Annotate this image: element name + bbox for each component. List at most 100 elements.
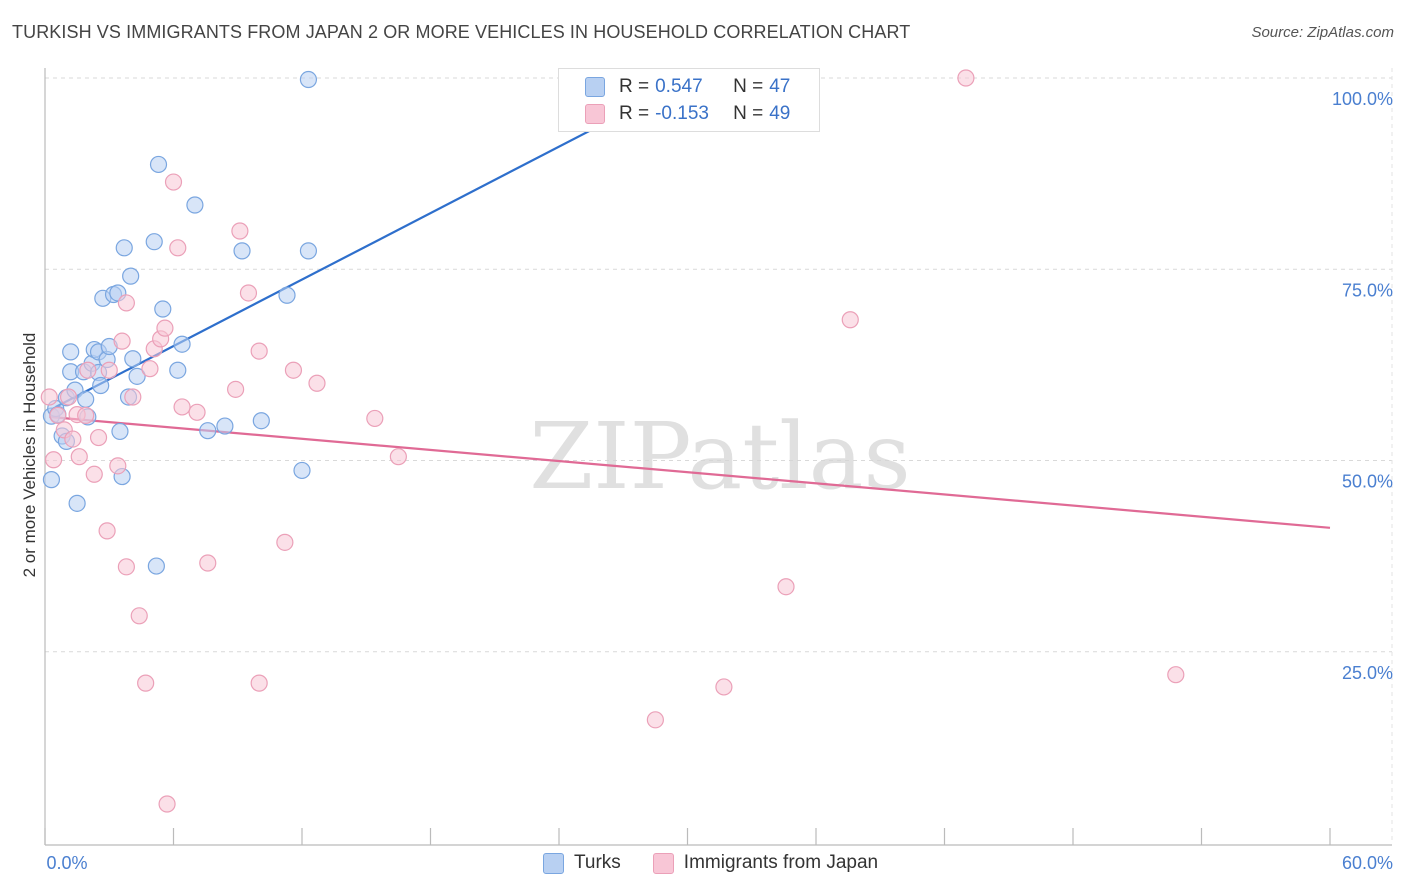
- data-point-japan: [79, 361, 97, 379]
- data-point-turks: [233, 242, 251, 260]
- data-point-japan: [40, 388, 58, 406]
- data-points: [40, 69, 1185, 813]
- data-point-turks: [293, 461, 311, 480]
- data-point-turks: [115, 239, 133, 257]
- data-point-japan: [250, 674, 268, 692]
- data-point-japan: [130, 607, 148, 625]
- y-tick-label: 25.0%: [1342, 663, 1393, 683]
- data-point-japan: [89, 428, 108, 447]
- data-point-turks: [278, 286, 296, 304]
- stats-legend: R = 0.547 N = 47 R = -0.153 N = 49: [558, 68, 820, 132]
- data-point-japan: [109, 457, 127, 475]
- data-point-japan: [64, 430, 82, 448]
- legend-n-value-turks: 47: [769, 76, 791, 97]
- legend-item-turks[interactable]: Turks: [543, 852, 621, 874]
- data-point-japan: [158, 795, 176, 813]
- data-point-turks: [154, 300, 172, 318]
- data-point-japan: [239, 284, 258, 302]
- legend-n-value-japan: 49: [769, 103, 791, 124]
- data-point-turks: [62, 343, 80, 361]
- data-point-japan: [231, 222, 249, 240]
- data-point-japan: [137, 674, 155, 692]
- data-point-turks: [252, 412, 270, 430]
- legend-r-value-turks: 0.547: [655, 76, 703, 97]
- data-point-turks: [128, 367, 146, 385]
- legend-row-turks: R = 0.547 N = 47: [585, 75, 790, 99]
- y-tick-label: 50.0%: [1342, 472, 1393, 492]
- data-point-japan: [113, 332, 131, 350]
- legend-swatch-japan: [652, 852, 674, 874]
- data-point-japan: [100, 361, 118, 379]
- data-point-turks: [169, 361, 187, 379]
- data-point-turks: [145, 233, 163, 251]
- data-point-turks: [42, 471, 61, 489]
- data-point-turks: [216, 417, 234, 435]
- data-point-turks: [147, 557, 165, 575]
- trend-line-japan: [49, 415, 1331, 529]
- legend-n-label: N =: [733, 103, 764, 124]
- data-point-japan: [164, 173, 183, 191]
- data-point-japan: [366, 409, 384, 428]
- legend-n-label: N =: [733, 76, 764, 97]
- data-point-japan: [124, 388, 142, 406]
- data-point-japan: [77, 406, 95, 424]
- data-point-japan: [169, 239, 187, 257]
- data-point-turks: [299, 242, 318, 260]
- data-point-japan: [389, 448, 407, 466]
- tick-labels: 25.0% 50.0% 75.0% 100.0% 0.0% 60.0%: [46, 89, 1393, 873]
- data-point-turks: [124, 350, 142, 368]
- y-tick-label: 75.0%: [1342, 280, 1393, 300]
- legend-swatch-japan: [585, 104, 605, 124]
- data-point-turks: [199, 422, 217, 440]
- data-point-japan: [141, 360, 159, 378]
- grid-lines: [45, 68, 1393, 843]
- data-point-japan: [715, 678, 733, 696]
- data-point-japan: [49, 406, 67, 424]
- legend-item-japan[interactable]: Immigrants from Japan: [652, 852, 879, 874]
- data-point-japan: [85, 465, 103, 483]
- data-point-japan: [777, 578, 795, 596]
- chart-title: TURKISH VS IMMIGRANTS FROM JAPAN 2 OR MO…: [12, 22, 911, 42]
- y-axis-label: 2 or more Vehicles in Household: [20, 332, 39, 578]
- data-point-japan: [957, 69, 975, 87]
- x-tick-label: 0.0%: [46, 853, 87, 873]
- data-point-turks: [68, 494, 86, 512]
- legend-row-japan: R = -0.153 N = 49: [585, 102, 790, 126]
- data-point-turks: [186, 196, 204, 214]
- data-point-japan: [117, 558, 135, 576]
- data-point-turks: [299, 70, 318, 89]
- data-point-japan: [70, 448, 88, 466]
- data-point-japan: [44, 451, 63, 469]
- data-point-japan: [188, 403, 206, 421]
- y-tick-label: 100.0%: [1332, 89, 1393, 109]
- legend-r-label: R =: [619, 76, 650, 97]
- data-point-turks: [111, 422, 129, 441]
- watermark: ZIPatlas: [529, 403, 910, 510]
- legend-swatch-turks: [543, 852, 564, 874]
- data-point-japan: [1167, 666, 1185, 684]
- data-point-japan: [227, 380, 245, 398]
- legend-r-value-japan: -0.153: [655, 103, 709, 124]
- data-point-japan: [59, 388, 78, 406]
- legend-label-turks: Turks: [574, 852, 621, 873]
- legend-label-japan: Immigrants from Japan: [683, 852, 879, 873]
- data-point-turks: [122, 267, 140, 285]
- data-point-japan: [284, 361, 303, 379]
- data-point-japan: [646, 711, 664, 729]
- data-point-japan: [156, 319, 174, 337]
- data-point-japan: [98, 522, 116, 540]
- data-point-japan: [250, 342, 268, 360]
- data-point-japan: [276, 533, 294, 551]
- data-point-turks: [173, 335, 191, 353]
- legend-r-label: R =: [619, 103, 650, 124]
- data-point-turks: [149, 155, 168, 174]
- data-point-japan: [173, 398, 191, 416]
- data-point-japan: [199, 554, 217, 572]
- data-point-turks: [77, 390, 95, 408]
- x-tick-label: 60.0%: [1342, 853, 1393, 873]
- data-point-japan: [117, 294, 135, 312]
- axes: [44, 68, 1392, 846]
- series-legend: Turks Immigrants from Japan: [543, 852, 910, 874]
- source-label: Source: ZipAtlas.com: [1251, 24, 1394, 41]
